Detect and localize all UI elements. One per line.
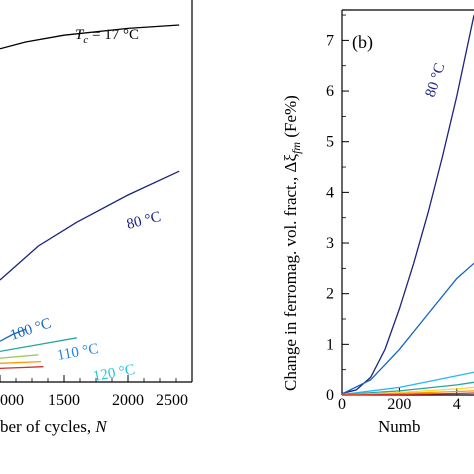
panel-a-xlabel: ber of cycles, N [0,417,108,436]
panel-b-series-line [341,371,474,396]
panel-b-y-tick-label: 2 [326,286,334,303]
panel-b-x-tick-label: 0 [338,396,346,413]
annotation-120c: 120 °C [92,362,136,385]
panel-b-y-tick-label: 0 [326,387,334,404]
panel-b-x-tick-label: 4 [453,396,461,413]
panel-b-y-tick-label: 3 [326,235,334,252]
panel-b-xlabel: Numb [378,417,421,436]
panel-a-x-tick-label: 1500 [48,392,80,409]
panel-b-y-tick-label: 1 [326,336,334,353]
panel-b-series-line [341,381,474,396]
panel-a-series-line [0,354,39,359]
panel-b: 0 1 2 3 4 5 6 7 0 200 4 (b) Numb Change in ferroma… [281,9,474,436]
panel-a-series-line [0,170,180,281]
annotation-80c-a: 80 °C [125,209,163,233]
panel-b-label: (b) [352,32,373,53]
panel-a-series-line [0,24,180,50]
panel-a: 000 1500 2000 2500 ber of cycles, N Tc = 17… [0,0,193,436]
panel-b-y-tick-label: 7 [326,32,334,49]
panel-b-ylabel: Change in ferromag. vol. fract., Δξfm (F… [281,95,303,391]
panel-b-series-line [341,14,474,395]
panel-b-series-line [341,392,474,396]
annotation-80c-b: 80 °C [423,61,449,99]
panel-b-x-tick-label: 200 [387,396,411,413]
panel-b-y-tick-label: 5 [326,134,334,151]
panel-b-y-tick-label: 6 [326,83,334,100]
annotation-100c: 100 °C [8,316,53,344]
panel-a-series-line [0,337,77,353]
panel-a-x-tick-label: 2000 [112,392,144,409]
panel-a-series-line [0,328,26,342]
panel-a-x-tick-label: 000 [0,392,24,409]
panel-b-series-line [341,262,474,395]
panel-a-x-tick-label: 2500 [156,392,188,409]
panel-a-series-line [0,366,44,370]
annotation-110c: 110 °C [56,341,100,364]
panel-b-y-tick-label: 4 [326,184,334,201]
annotation-tc-17: Tc = 17 °C [75,27,139,46]
panel-a-series-line [0,360,42,364]
